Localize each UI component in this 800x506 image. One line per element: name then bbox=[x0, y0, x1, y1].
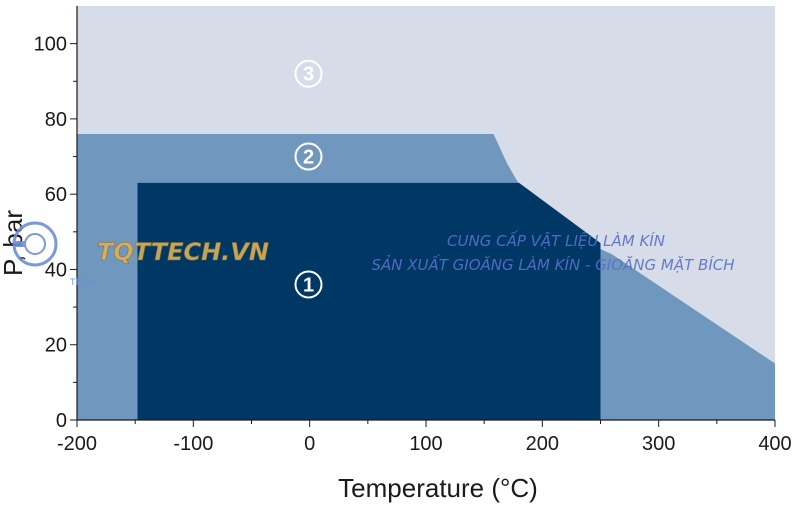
y-tick-label: 20 bbox=[45, 335, 67, 357]
zones-layer bbox=[77, 6, 775, 420]
y-tick-label: 60 bbox=[45, 184, 67, 206]
watermark-brand: TQTTECH.VN bbox=[97, 238, 269, 266]
watermark-line-1: CUNG CẤP VẬT LIỆU LÀM KÍN bbox=[447, 229, 665, 250]
zone-1-area bbox=[137, 182, 601, 420]
watermark: TECH TQTTECH.VN CUNG CẤP VẬT LIỆU LÀM KÍ… bbox=[12, 221, 735, 288]
x-tick-label: 300 bbox=[642, 433, 675, 455]
watermark-logo: TECH bbox=[12, 221, 94, 288]
tick-labels: -200 -100 0 100 200 300 400 0 20 40 60 80 100 bbox=[34, 34, 792, 455]
axes-layer bbox=[70, 6, 776, 427]
zone-2-marker-circle bbox=[294, 142, 323, 171]
zone-labels: 1 2 3 bbox=[294, 59, 323, 299]
x-axis-title: Temperature (°C) bbox=[338, 473, 538, 503]
x-tick-label: 100 bbox=[409, 433, 442, 455]
x-tick-label: -100 bbox=[173, 433, 213, 455]
y-tick-label: 100 bbox=[34, 34, 67, 56]
zone-1-label: 1 bbox=[303, 275, 314, 297]
watermark-logo-text: TECH bbox=[69, 278, 94, 288]
y-tick-label: 0 bbox=[56, 410, 67, 432]
zone-3-label: 3 bbox=[303, 64, 314, 86]
zone-1-marker-circle bbox=[294, 270, 323, 299]
x-tick-label: 400 bbox=[758, 433, 791, 455]
zone-3-marker-circle bbox=[294, 59, 323, 88]
zone-2-label: 2 bbox=[303, 147, 314, 169]
x-tick-label: 0 bbox=[304, 433, 315, 455]
x-tick-label: 200 bbox=[526, 433, 559, 455]
x-tick-label: -200 bbox=[57, 433, 97, 455]
watermark-line-2: SẢN XUẤT GIOĂNG LÀM KÍN - GIOĂNG MẶT BÍC… bbox=[371, 253, 734, 274]
y-tick-label: 80 bbox=[45, 109, 67, 131]
y-tick-label: 40 bbox=[45, 259, 67, 281]
